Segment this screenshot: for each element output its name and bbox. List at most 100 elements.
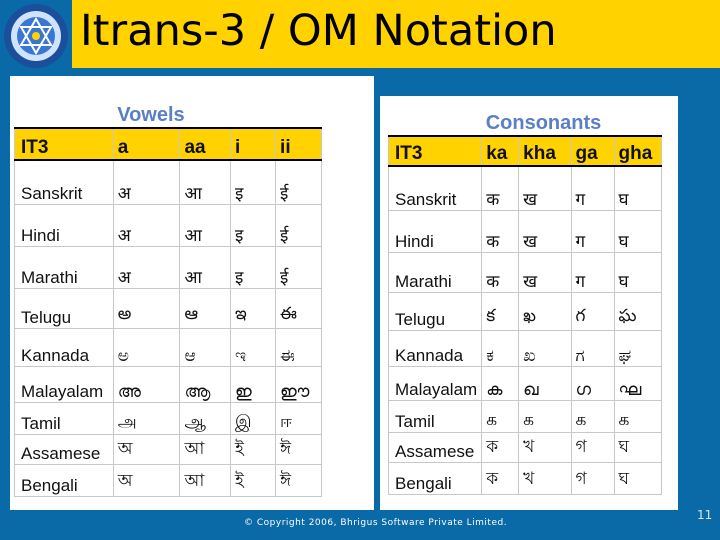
table-cell: ग — [570, 165, 615, 211]
table-cell: ഖ — [518, 365, 572, 401]
table-cell: क — [481, 251, 520, 293]
blank-header — [15, 94, 114, 128]
table-cell: क — [481, 165, 520, 211]
table-cell: ಈ — [275, 327, 322, 367]
row-label: Tamil — [14, 401, 114, 435]
table-cell: आ — [179, 203, 232, 247]
title-bar — [72, 0, 720, 68]
table-cell: इ — [230, 159, 277, 205]
row-label: Hindi — [387, 209, 483, 253]
table-cell: അ — [112, 365, 181, 403]
row-label: IT3 — [387, 135, 483, 167]
table-cell: আ — [179, 433, 232, 465]
page-number: 11 — [697, 508, 713, 522]
table-cell: గ — [570, 291, 615, 331]
table-cell: ಅ — [112, 327, 181, 367]
table-row: Kannada ಕ ಖ ಗ ಘ — [387, 329, 663, 367]
table-row: IT3 ka kha ga gha — [387, 135, 663, 167]
row-label: Malayalam — [14, 365, 114, 403]
row-label: Telugu — [387, 291, 483, 331]
table-cell: ग — [570, 251, 615, 293]
table-cell: গ — [570, 431, 615, 463]
table-cell: ഈ — [275, 365, 322, 403]
row-label: Kannada — [387, 329, 483, 367]
table-cell: ই — [230, 463, 277, 497]
table-cell: ई — [275, 203, 322, 247]
row-label: Telugu — [14, 287, 114, 329]
table-cell: ಆ — [179, 327, 232, 367]
table-cell: ক — [481, 461, 520, 495]
table-cell: ग — [570, 209, 615, 253]
table-row: Sanskrit क ख ग घ — [387, 165, 663, 211]
table-cell: ఖ — [518, 291, 572, 331]
table-cell: க — [613, 399, 663, 433]
table-cell: ഗ — [570, 365, 615, 401]
consonants-heading: Consonants — [485, 112, 602, 134]
table-cell: ಗ — [570, 329, 615, 367]
table-cell: ঘ — [613, 461, 663, 495]
table-cell: इ — [230, 245, 277, 289]
table-cell: ఆ — [179, 287, 232, 329]
table-cell: अ — [112, 203, 181, 247]
table-cell: अ — [112, 245, 181, 289]
table-cell: kha — [518, 135, 572, 167]
row-label: Assamese — [14, 433, 114, 465]
table-cell: ఈ — [275, 287, 322, 329]
table-row: Bengali ক খ গ ঘ — [387, 461, 663, 495]
table-cell: আ — [179, 463, 232, 497]
table-cell: க — [570, 399, 615, 433]
table-cell: ই — [230, 433, 277, 465]
table-cell: ಕ — [481, 329, 520, 367]
table-row: Malayalam ക ഖ ഗ ഘ — [387, 365, 663, 401]
table-cell: आ — [179, 159, 232, 205]
vowels-heading: Vowels — [117, 104, 185, 126]
table-row: Marathi क ख ग घ — [387, 251, 663, 293]
table-cell: gha — [613, 135, 663, 167]
table-cell: অ — [112, 433, 181, 465]
table-row: Telugu అ ఆ ఇ ఈ — [14, 287, 322, 329]
table-row: Bengali অ আ ই ঈ — [14, 463, 322, 497]
row-label: Bengali — [387, 461, 483, 495]
table-cell: ఇ — [230, 287, 277, 329]
table-cell: খ — [518, 461, 572, 495]
table-cell: ঘ — [613, 431, 663, 463]
table-cell: ஆ — [179, 401, 232, 435]
row-label: Bengali — [14, 463, 114, 497]
table-cell: ক — [481, 431, 520, 463]
table-row: Kannada ಅ ಆ ಇ ಈ — [14, 327, 322, 367]
row-label: Kannada — [14, 327, 114, 367]
table-cell: ಖ — [518, 329, 572, 367]
vowels-table: Vowels IT3 a aa i ii Sanskrit अ आ इ ई Hindi अ आ इ ई Mar… — [14, 94, 322, 497]
table-row: Assamese অ আ ই ঈ — [14, 433, 322, 465]
row-label: Sanskrit — [387, 165, 483, 211]
table-row: Malayalam അ ആ ഇ ഈ — [14, 365, 322, 403]
consonants-table: Consonants IT3 ka kha ga gha Sanskrit क ख ग घ Hind… — [387, 104, 663, 495]
table-row: Marathi अ आ इ ई — [14, 245, 322, 289]
table-cell: ख — [518, 209, 572, 253]
table-cell: அ — [112, 401, 181, 435]
table-cell: घ — [613, 209, 663, 253]
table-cell: க — [518, 399, 572, 433]
table-row: Telugu క ఖ గ ఘ — [387, 291, 663, 331]
table-cell: ക — [481, 365, 520, 401]
row-label: Hindi — [14, 203, 114, 247]
table-cell: ga — [570, 135, 615, 167]
row-label: IT3 — [14, 127, 114, 161]
table-cell: క — [481, 291, 520, 331]
table-cell: घ — [613, 251, 663, 293]
table-cell: i — [230, 127, 277, 161]
blank-header — [389, 104, 482, 136]
table-cell: ख — [518, 165, 572, 211]
table-cell: ka — [481, 135, 520, 167]
row-label: Malayalam — [387, 365, 483, 401]
row-label: Marathi — [14, 245, 114, 289]
row-label: Marathi — [387, 251, 483, 293]
row-label: Assamese — [387, 431, 483, 463]
table-row: Tamil க க க க — [387, 399, 663, 433]
table-cell: इ — [230, 203, 277, 247]
row-label: Sanskrit — [14, 159, 114, 205]
table-cell: ആ — [179, 365, 232, 403]
table-cell: খ — [518, 431, 572, 463]
table-cell: ಇ — [230, 327, 277, 367]
copyright-footer: © Copyright 2006, Bhrigus Software Priva… — [244, 518, 508, 528]
